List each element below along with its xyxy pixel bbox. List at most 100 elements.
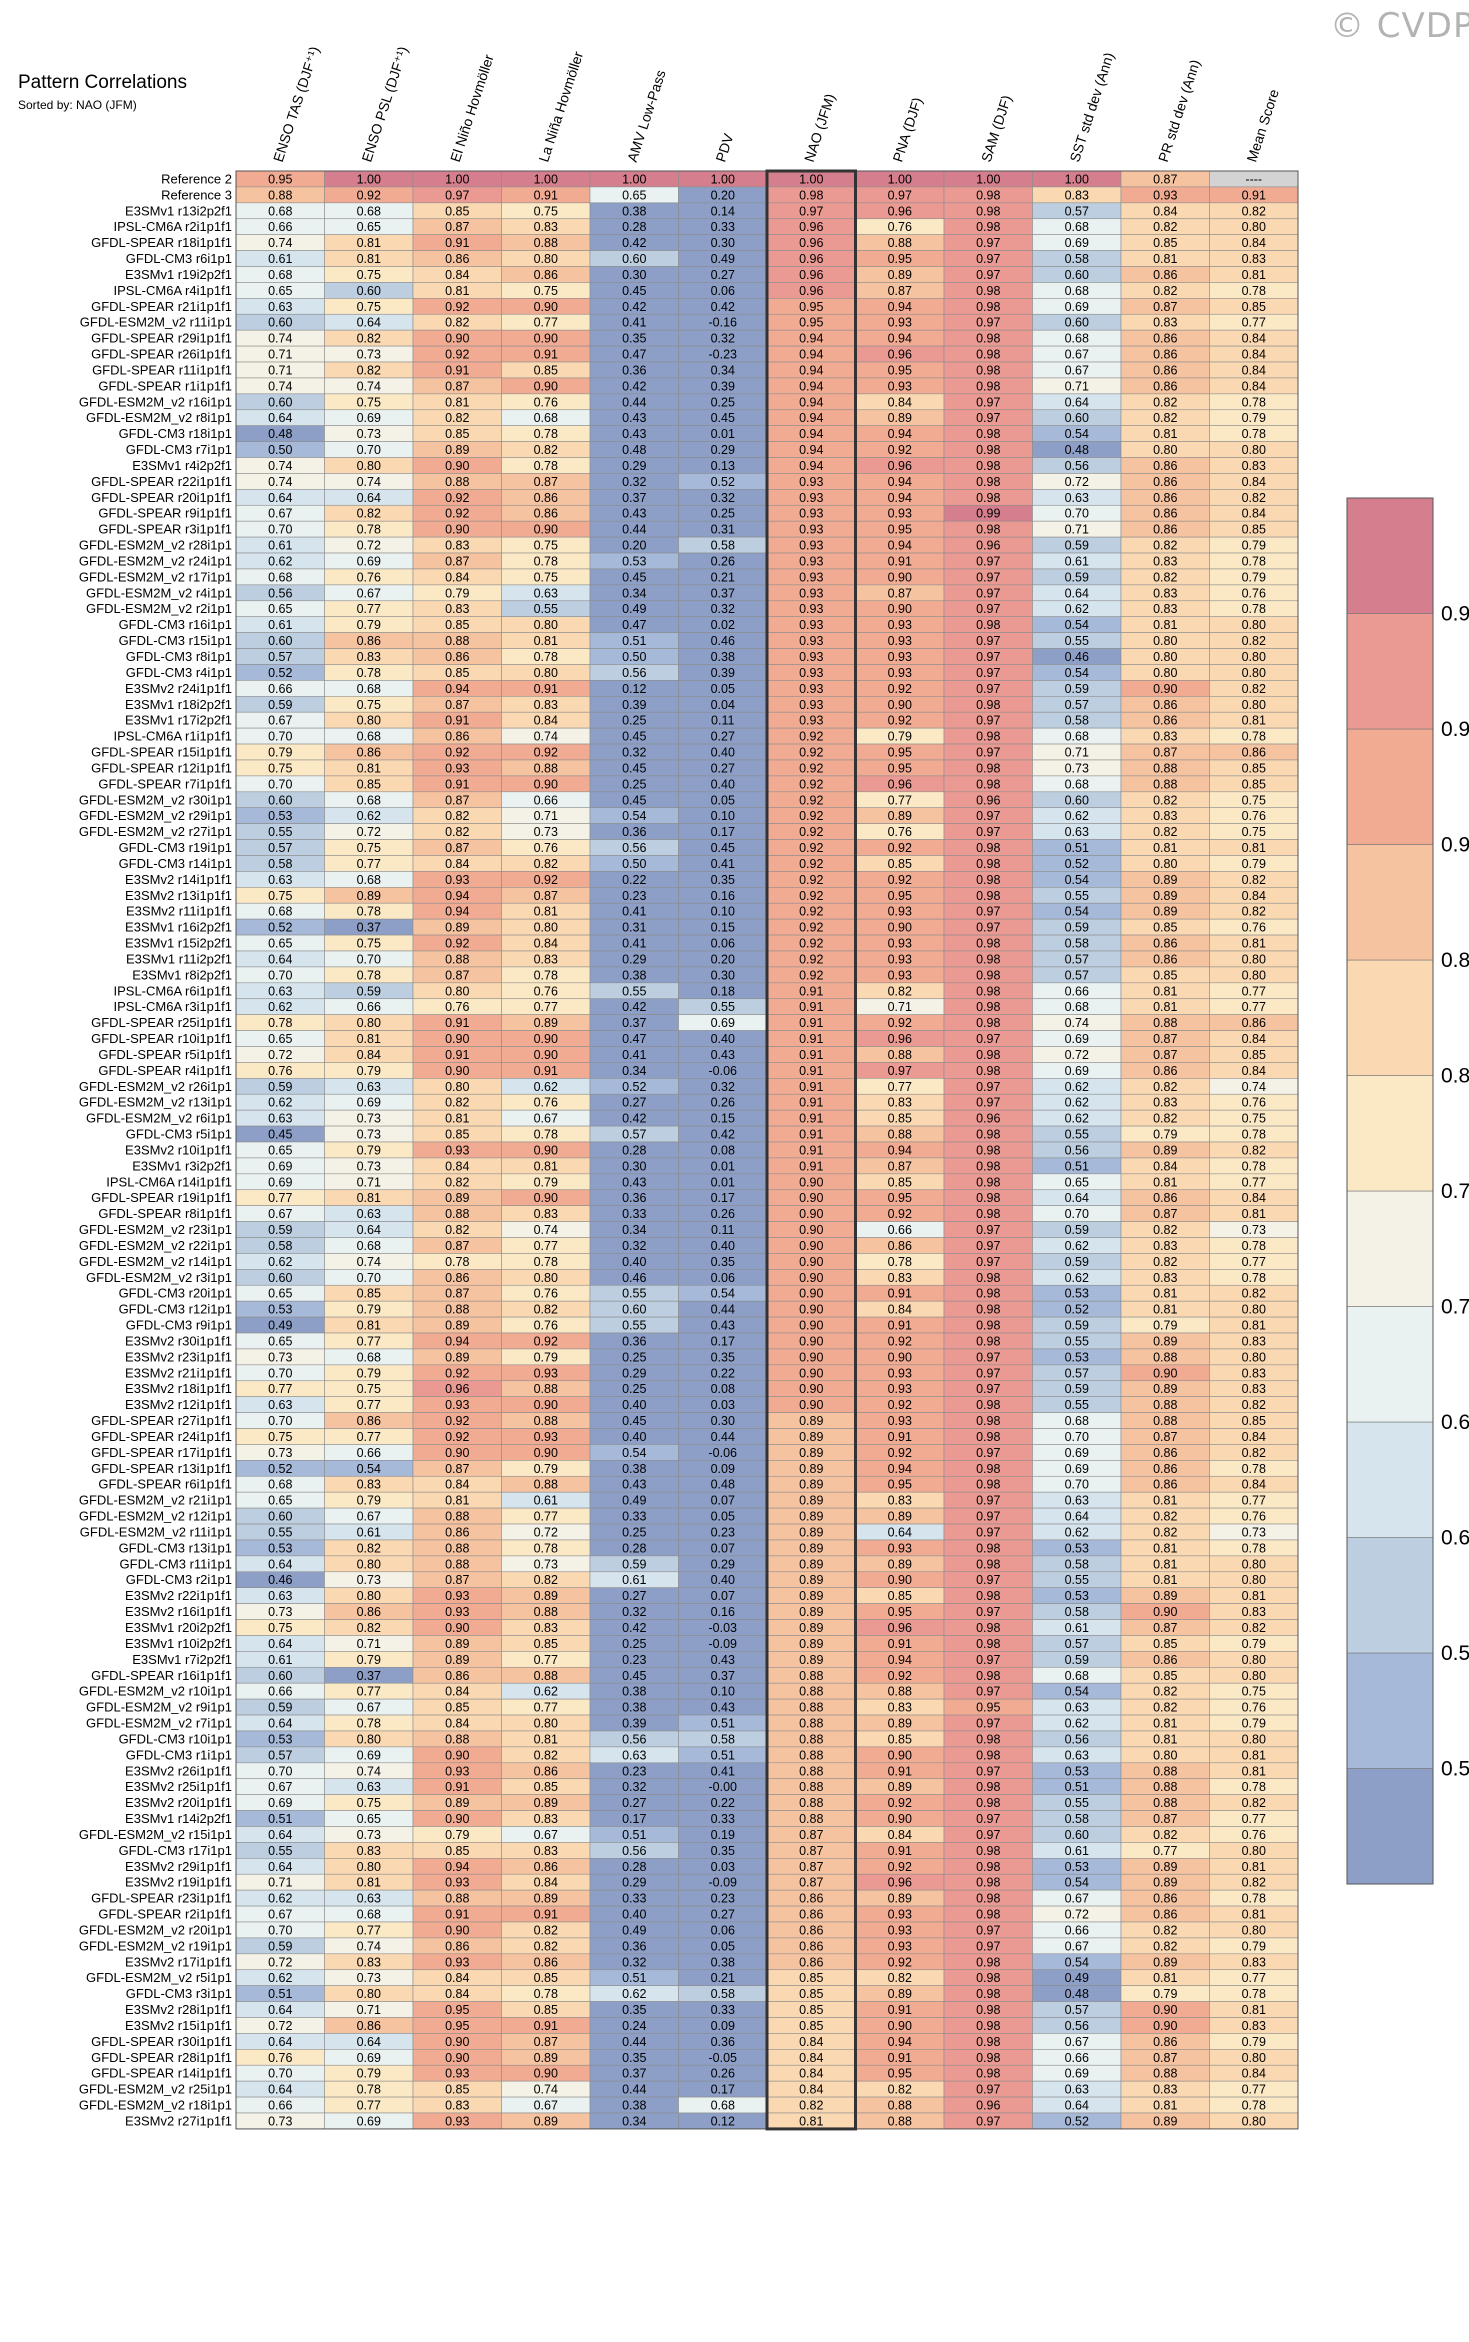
cell-value: 0.73 — [1242, 1223, 1266, 1237]
cell-value: 0.82 — [1153, 284, 1177, 298]
cell-value: 0.84 — [1242, 889, 1266, 903]
cell-value: 0.60 — [268, 395, 292, 409]
cell-value: 0.88 — [534, 1382, 558, 1396]
cell-value: 0.63 — [268, 300, 292, 314]
cell-value: 0.80 — [1153, 443, 1177, 457]
cell-value: 0.29 — [622, 459, 646, 473]
cell-value: 0.44 — [711, 1303, 735, 1317]
cell-value: 0.45 — [622, 793, 646, 807]
cell-value: 0.94 — [888, 300, 912, 314]
cell-value: 0.37 — [357, 1669, 381, 1683]
cell-value: 0.72 — [268, 1048, 292, 1062]
colorbar-swatch — [1346, 1190, 1434, 1307]
row-label: Reference 3 — [161, 187, 232, 202]
cell-value: 0.97 — [976, 1923, 1000, 1937]
cell-value: 0.77 — [357, 602, 381, 616]
cell-value: 0.80 — [534, 252, 558, 266]
cell-value: 0.42 — [622, 1000, 646, 1014]
cell-value: 0.57 — [1065, 1637, 1089, 1651]
cell-value: 0.92 — [888, 1796, 912, 1810]
cell-value: 0.53 — [1065, 1860, 1089, 1874]
cell-value: 0.82 — [1153, 1510, 1177, 1524]
cell-value: 0.90 — [534, 300, 558, 314]
cell-value: 0.62 — [622, 1987, 646, 2001]
cell-value: 0.92 — [888, 873, 912, 887]
cell-value: 0.92 — [534, 873, 558, 887]
cell-value: 0.94 — [799, 363, 823, 377]
cell-value: 0.56 — [1065, 1143, 1089, 1157]
cell-value: 0.83 — [888, 1701, 912, 1715]
cell-value: 0.88 — [534, 1414, 558, 1428]
cell-value: 0.69 — [1065, 2067, 1089, 2081]
cell-value: 0.92 — [799, 905, 823, 919]
cell-value: 0.97 — [976, 1239, 1000, 1253]
cell-value: 0.97 — [976, 1494, 1000, 1508]
cell-value: 0.85 — [445, 1844, 469, 1858]
cell-value: 0.62 — [534, 1685, 558, 1699]
cell-value: 0.74 — [268, 332, 292, 346]
cell-value: 0.82 — [1242, 204, 1266, 218]
cell-value: 0.94 — [799, 379, 823, 393]
cell-value: 0.82 — [799, 2099, 823, 2113]
cell-value: 0.50 — [622, 857, 646, 871]
cell-value: 0.35 — [622, 2051, 646, 2065]
cell-value: 0.45 — [622, 1669, 646, 1683]
cell-value: 0.67 — [1065, 363, 1089, 377]
cell-value: 0.89 — [888, 411, 912, 425]
cell-value: 0.64 — [357, 2035, 381, 2049]
cell-value: 0.98 — [976, 1669, 1000, 1683]
cell-value: 0.82 — [1242, 1796, 1266, 1810]
cell-value: 0.92 — [445, 491, 469, 505]
cell-value: 0.75 — [357, 698, 381, 712]
cell-value: 0.78 — [534, 1255, 558, 1269]
cell-value: 0.84 — [799, 2067, 823, 2081]
cell-value: 0.97 — [976, 570, 1000, 584]
cell-value: 0.97 — [976, 1510, 1000, 1524]
row-label: GFDL-SPEAR r23i1p1f1 — [91, 1891, 232, 1906]
cell-value: 0.88 — [799, 1732, 823, 1746]
cell-value: 0.32 — [622, 746, 646, 760]
cell-value: 0.82 — [1153, 411, 1177, 425]
cell-value: 0.80 — [445, 984, 469, 998]
cell-value: 0.81 — [357, 1191, 381, 1205]
cell-value: 0.87 — [799, 1828, 823, 1842]
cell-value: 0.93 — [445, 1398, 469, 1412]
cell-value: 0.98 — [976, 730, 1000, 744]
cell-value: 0.05 — [711, 793, 735, 807]
cell-value: 0.88 — [799, 1796, 823, 1810]
cell-value: 0.98 — [976, 1796, 1000, 1810]
cell-value: 0.81 — [1153, 427, 1177, 441]
cell-value: 0.73 — [1065, 761, 1089, 775]
cell-value: 0.93 — [445, 1589, 469, 1603]
cell-value: 0.70 — [268, 523, 292, 537]
cell-value: 0.87 — [445, 698, 469, 712]
cell-value: 0.80 — [357, 1557, 381, 1571]
cell-value: 0.80 — [1242, 618, 1266, 632]
cell-value: 0.23 — [711, 1892, 735, 1906]
cell-value: 0.74 — [357, 475, 381, 489]
colorbar-swatch — [1346, 1421, 1434, 1538]
cell-value: 0.70 — [268, 777, 292, 791]
cell-value: 0.98 — [976, 968, 1000, 982]
cell-value: 0.61 — [268, 539, 292, 553]
cell-value: 0.47 — [622, 618, 646, 632]
cell-value: 0.55 — [622, 984, 646, 998]
cell-value: 0.69 — [1065, 236, 1089, 250]
cell-value: 0.70 — [1065, 1207, 1089, 1221]
cell-value: 0.60 — [1065, 268, 1089, 282]
cell-value: 0.53 — [268, 1732, 292, 1746]
cell-value: 0.56 — [1065, 2019, 1089, 2033]
cell-value: 0.62 — [1065, 1112, 1089, 1126]
cell-value: 0.98 — [976, 1430, 1000, 1444]
cell-value: 0.80 — [357, 1860, 381, 1874]
cell-value: 0.97 — [976, 1605, 1000, 1619]
cell-value: 0.83 — [1242, 2019, 1266, 2033]
cell-value: 0.90 — [799, 1319, 823, 1333]
cell-value: 0.63 — [268, 873, 292, 887]
cell-value: 0.75 — [534, 570, 558, 584]
cell-value: 0.90 — [445, 2051, 469, 2065]
cell-value: 0.91 — [445, 1908, 469, 1922]
cell-value: 0.79 — [357, 618, 381, 632]
cell-value: 0.94 — [445, 905, 469, 919]
cell-value: 0.53 — [1065, 1764, 1089, 1778]
